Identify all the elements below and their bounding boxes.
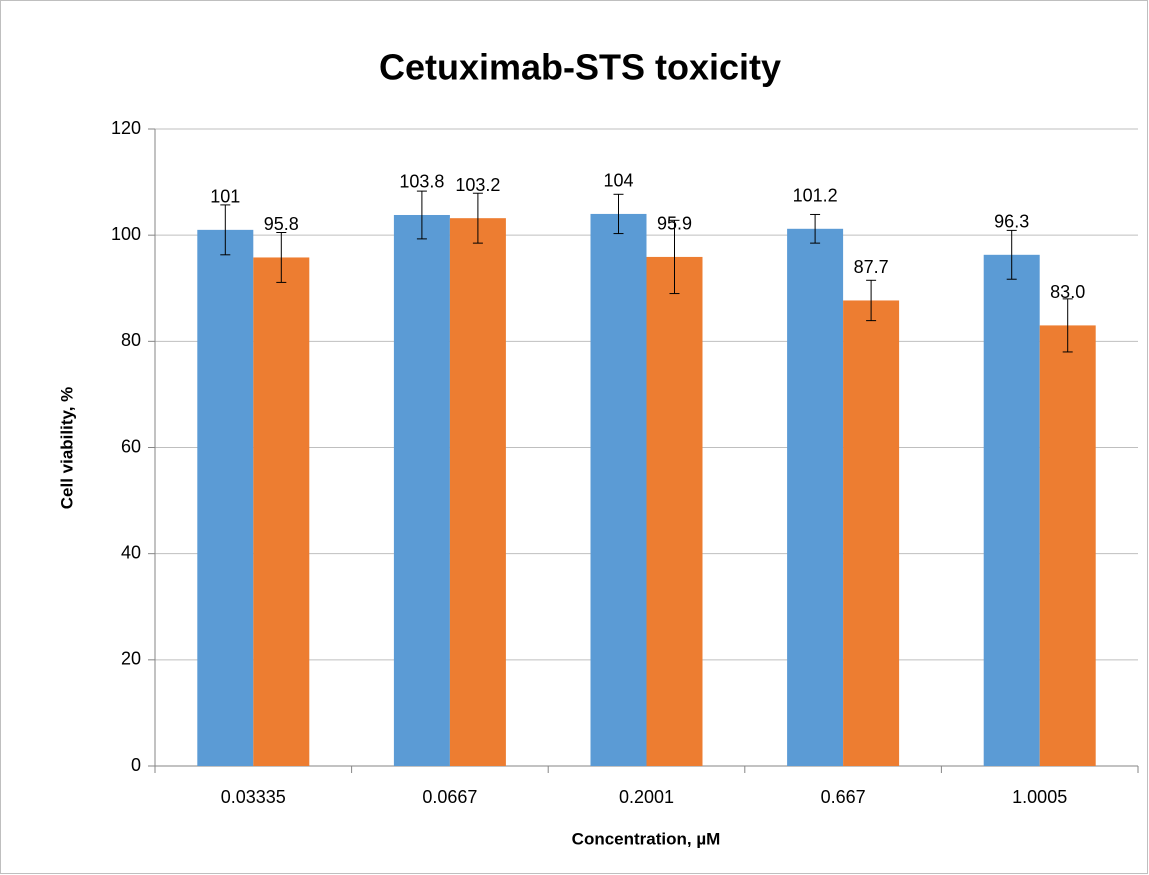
- bar: [983, 254, 1040, 766]
- y-tick-label: 80: [121, 330, 141, 350]
- error-bar: [1062, 298, 1073, 353]
- y-tick-label: 100: [111, 224, 141, 244]
- error-bar: [613, 193, 624, 235]
- data-label: 101.2: [793, 186, 838, 206]
- chart-title: Cetuximab-STS toxicity: [379, 47, 781, 88]
- error-bar: [276, 232, 287, 283]
- bar: [590, 213, 647, 766]
- error-bar: [810, 213, 821, 244]
- y-tick-label: 0: [131, 755, 141, 775]
- x-tick-label: 1.0005: [1012, 787, 1067, 807]
- bar: [393, 214, 450, 766]
- bar: [449, 218, 506, 766]
- bar: [197, 229, 254, 766]
- error-bar: [220, 204, 231, 256]
- data-label: 104: [603, 171, 633, 191]
- x-tick-label: 0.667: [821, 787, 866, 807]
- data-label: 95.8: [264, 214, 299, 234]
- x-tick-label: 0.03335: [221, 787, 286, 807]
- error-bar: [472, 192, 483, 244]
- error-bar: [866, 279, 877, 322]
- x-tick-label: 0.0667: [422, 787, 477, 807]
- data-label: 96.3: [994, 212, 1029, 232]
- y-tick-label: 60: [121, 436, 141, 456]
- x-tick-label: 0.2001: [619, 787, 674, 807]
- error-bar: [416, 190, 427, 240]
- y-tick-label: 120: [111, 118, 141, 138]
- error-bar: [669, 219, 680, 295]
- y-tick-label: 20: [121, 649, 141, 669]
- y-axis-title: Cell viability, %: [57, 387, 76, 510]
- bar: [646, 256, 703, 766]
- data-label: 95.9: [657, 214, 692, 234]
- data-label: 83.0: [1050, 282, 1085, 302]
- x-axis-title: Concentration, µM: [572, 829, 721, 848]
- bar: [843, 300, 900, 766]
- data-label: 87.7: [854, 257, 889, 277]
- data-label: 103.8: [399, 172, 444, 192]
- y-tick-label: 40: [121, 542, 141, 562]
- data-label: 101: [210, 187, 240, 207]
- bar: [253, 257, 310, 766]
- bar: [1039, 325, 1096, 766]
- data-label: 103.2: [455, 175, 500, 195]
- error-bar: [1006, 229, 1017, 280]
- bar: [787, 228, 844, 767]
